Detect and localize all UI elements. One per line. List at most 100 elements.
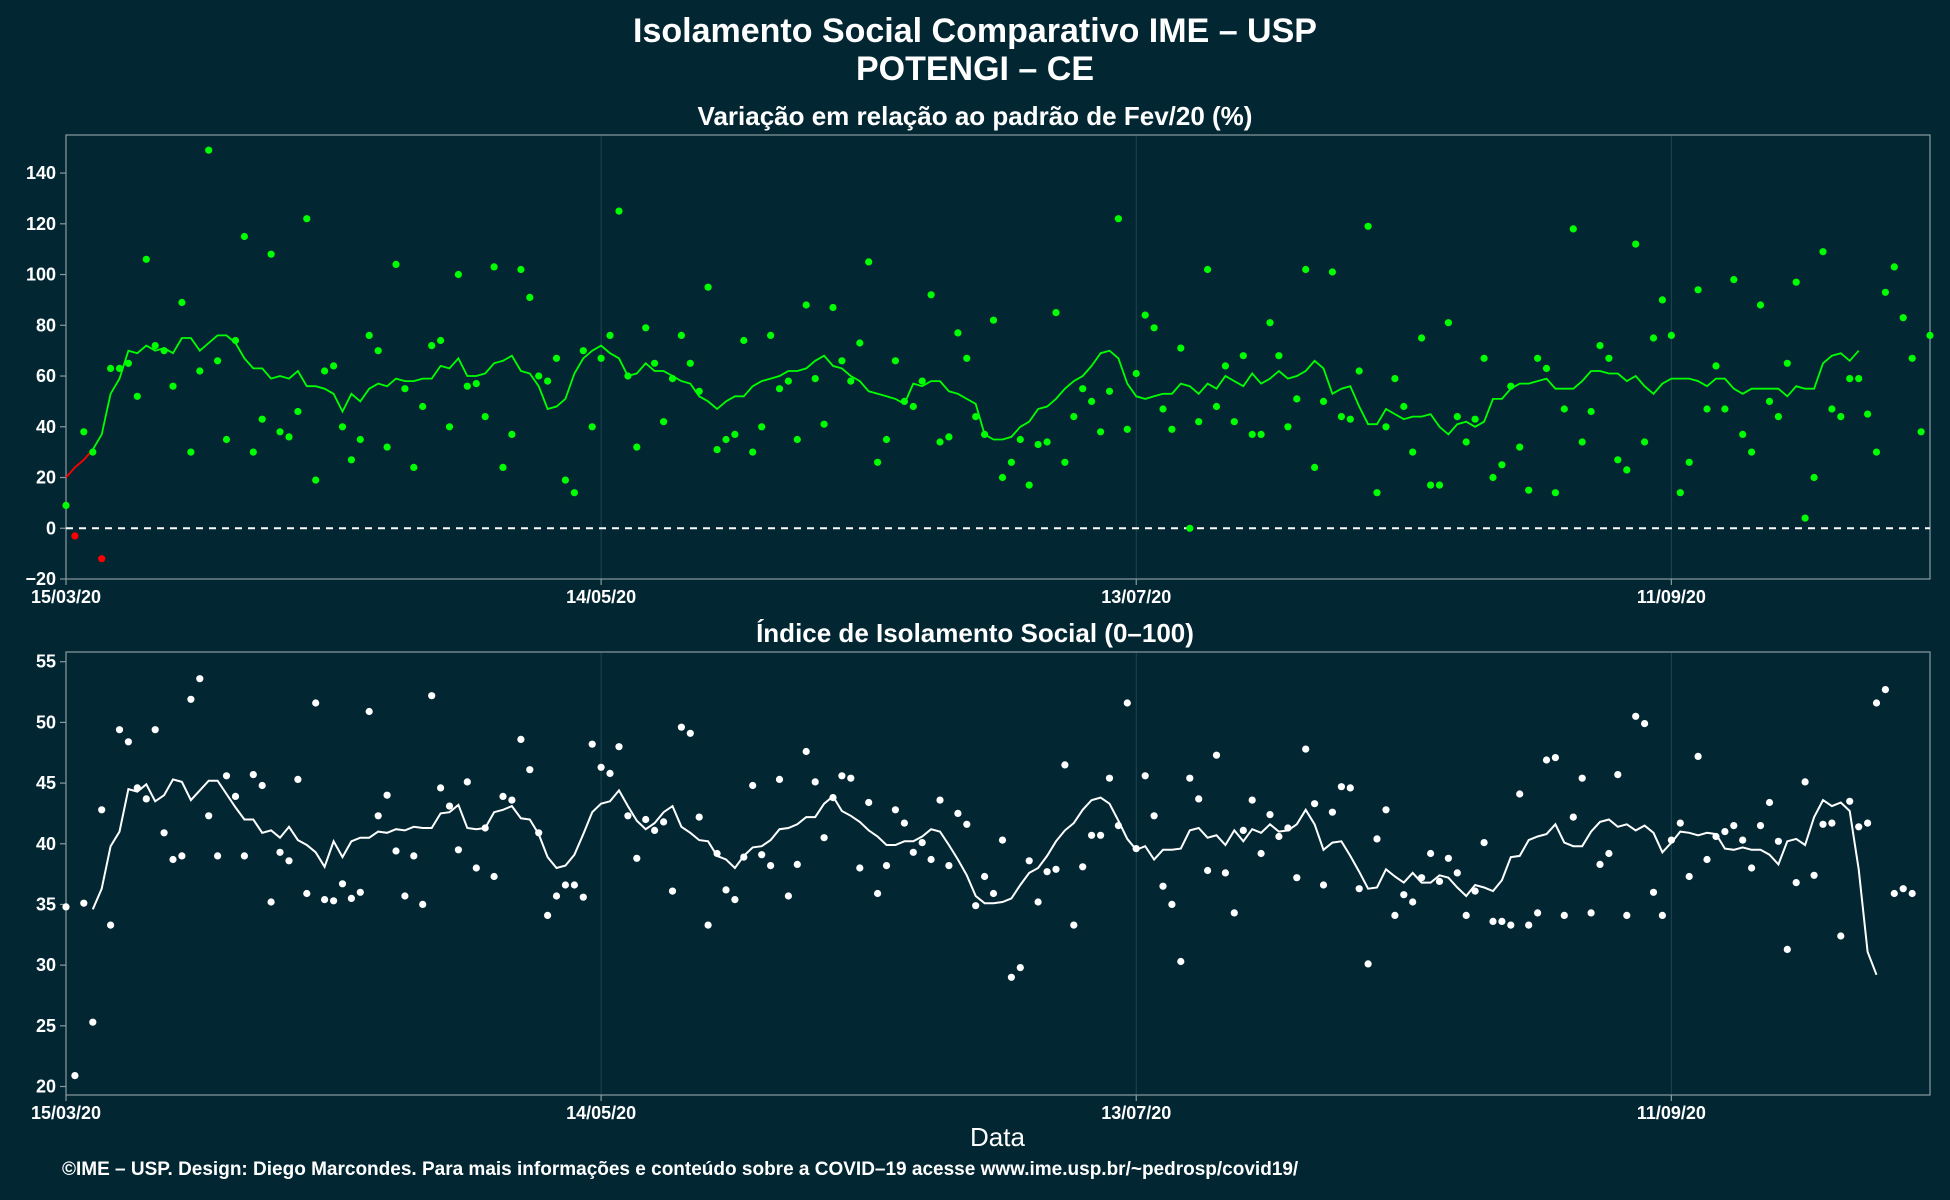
data-point [1614, 456, 1622, 464]
data-point [1658, 911, 1666, 920]
data-point [1658, 296, 1666, 304]
data-point [285, 433, 293, 441]
data-point [1177, 957, 1185, 966]
data-point [392, 260, 400, 268]
x-tick-label: 15/03/20 [31, 1103, 101, 1123]
data-point [1489, 473, 1497, 482]
data-point [249, 771, 257, 779]
data-point [561, 881, 570, 889]
data-point [838, 772, 846, 780]
y-tick-label: 80 [36, 315, 56, 335]
data-point [1899, 314, 1907, 322]
data-point [1542, 756, 1551, 764]
y-tick-label: 40 [36, 417, 56, 437]
data-point [107, 921, 115, 929]
data-point [338, 880, 347, 888]
data-point [365, 707, 373, 716]
data-point [829, 303, 837, 312]
data-point [294, 407, 302, 416]
data-point [1721, 405, 1729, 413]
data-point [820, 834, 828, 842]
data-point [1542, 364, 1551, 372]
data-point [570, 489, 579, 497]
data-point [1641, 720, 1649, 728]
data-point [1070, 921, 1078, 929]
chart-subtitle-location: POTENGI – CE [855, 50, 1095, 88]
data-point [1435, 877, 1444, 886]
data-point [374, 347, 382, 355]
data-point [936, 796, 944, 804]
data-point [1079, 385, 1087, 393]
data-point [954, 329, 962, 337]
data-point [1007, 973, 1016, 981]
data-point [1569, 225, 1577, 233]
data-point [1079, 863, 1087, 871]
data-point [1560, 911, 1568, 920]
data-point [1230, 909, 1238, 917]
data-point [1694, 286, 1702, 294]
data-point [1204, 866, 1212, 875]
data-point [1525, 921, 1533, 929]
data-point [356, 435, 364, 444]
y-tick-label: 40 [36, 834, 56, 854]
top-chart-title: Variação em relação ao padrão de Fev/20 … [697, 101, 1253, 131]
data-point [900, 397, 909, 405]
data-point [338, 423, 347, 431]
data-point [303, 215, 311, 223]
data-point [1221, 869, 1229, 877]
data-point [847, 377, 855, 385]
data-point [1239, 352, 1247, 360]
data-point [579, 347, 587, 355]
data-point [1864, 410, 1872, 418]
data-point [1105, 387, 1114, 395]
data-point [231, 792, 240, 801]
y-tick-label: 120 [26, 214, 56, 234]
data-point [1551, 489, 1559, 497]
data-point [142, 795, 150, 803]
data-point [1311, 800, 1319, 808]
data-point [115, 726, 124, 734]
data-point [312, 699, 320, 707]
data-point [989, 889, 998, 898]
data-point [989, 316, 998, 324]
data-point [1721, 828, 1729, 836]
data-point [463, 778, 471, 786]
data-point [1266, 319, 1274, 327]
data-point [1088, 831, 1096, 839]
data-point [1016, 964, 1024, 972]
data-point [267, 250, 275, 258]
data-point [1783, 359, 1791, 367]
data-point [1819, 820, 1827, 828]
data-point [1453, 869, 1461, 877]
data-point [856, 864, 864, 872]
data-point [249, 448, 257, 456]
data-point [1444, 319, 1452, 327]
data-point [1498, 461, 1506, 469]
footer-credit: ©IME – USP. Design: Diego Marcondes. Par… [62, 1159, 1299, 1180]
data-point [1828, 819, 1836, 827]
data-point [347, 456, 355, 464]
data-point [1578, 438, 1586, 446]
data-point [615, 743, 623, 751]
data-point [1801, 778, 1809, 786]
data-point [1043, 438, 1051, 446]
data-point [793, 435, 801, 444]
data-point [1284, 423, 1292, 431]
data-point [784, 377, 793, 385]
data-point [107, 364, 115, 372]
data-point [1114, 822, 1122, 830]
data-point [1623, 466, 1631, 474]
data-point [1088, 397, 1096, 405]
data-point [775, 385, 784, 393]
data-point [1168, 900, 1176, 909]
data-point [1195, 418, 1203, 426]
top-chart-panel: −20 0 20 40 60 80 100 120 140 15/03/20 14/05/20 13/… [25, 134, 1934, 607]
data-point [1043, 868, 1051, 876]
data-point [1257, 849, 1265, 858]
data-point [1926, 331, 1934, 339]
data-point [1302, 265, 1310, 274]
data-point [1498, 917, 1506, 926]
data-point [1319, 881, 1328, 889]
data-point [89, 448, 97, 456]
data-point [749, 448, 757, 456]
